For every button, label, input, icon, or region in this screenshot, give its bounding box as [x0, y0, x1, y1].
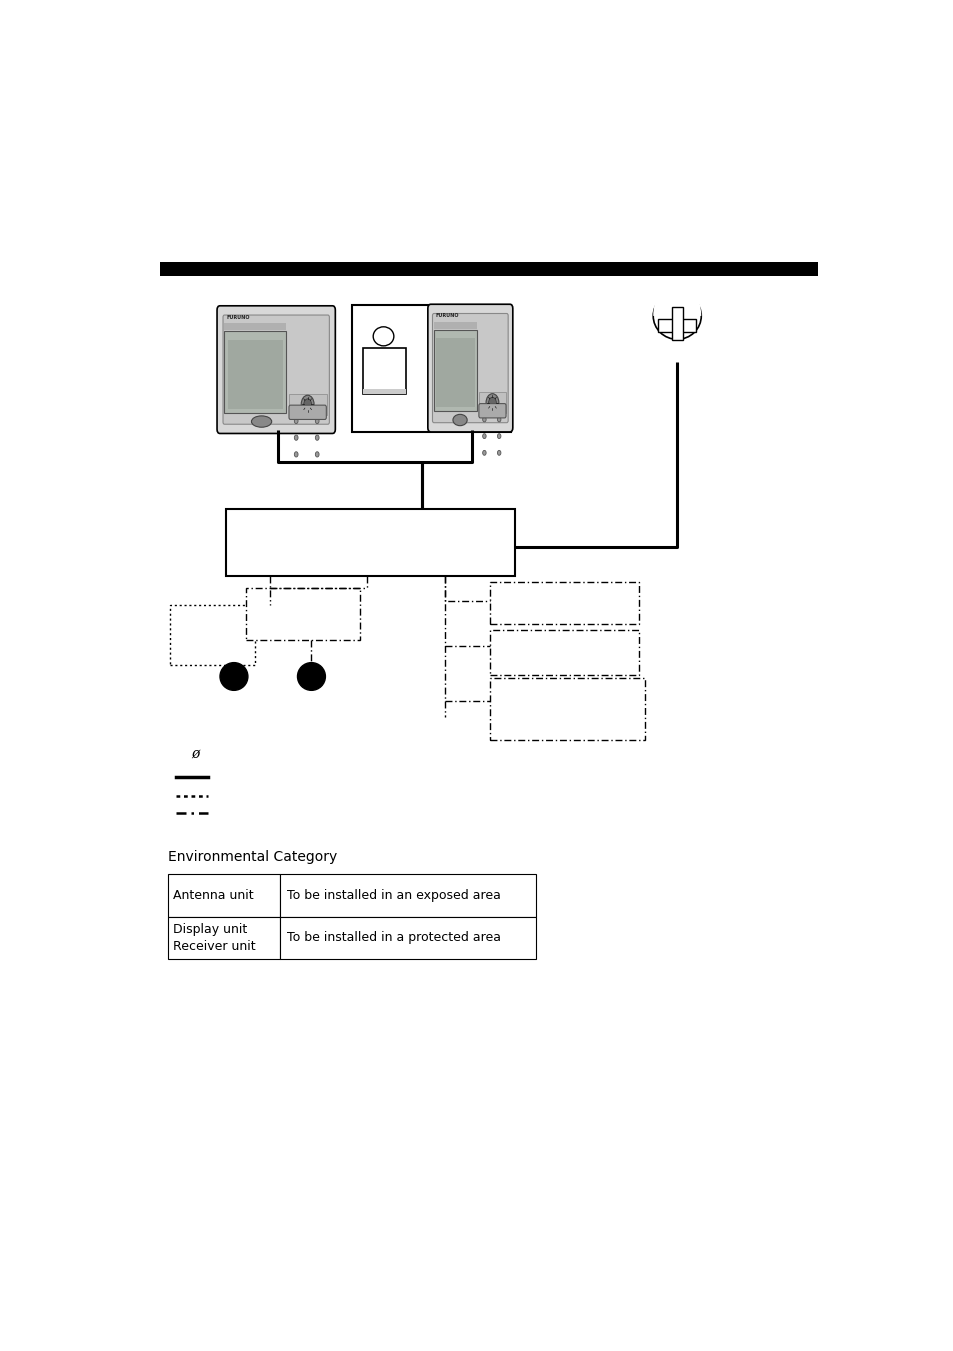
- Bar: [671, 307, 681, 340]
- Text: To be installed in a protected area: To be installed in a protected area: [286, 931, 500, 944]
- Text: ø: ø: [192, 747, 199, 761]
- Ellipse shape: [373, 327, 394, 346]
- FancyBboxPatch shape: [223, 315, 329, 424]
- Bar: [280, 917, 536, 959]
- Text: Display unit
Receiver unit: Display unit Receiver unit: [172, 923, 255, 952]
- Circle shape: [482, 450, 486, 455]
- Bar: [224, 331, 286, 412]
- Ellipse shape: [252, 416, 272, 427]
- Bar: [160, 262, 817, 276]
- Ellipse shape: [653, 293, 700, 339]
- Bar: [434, 322, 476, 328]
- Bar: [288, 393, 327, 415]
- Circle shape: [482, 417, 486, 422]
- Circle shape: [294, 419, 297, 424]
- Bar: [434, 330, 476, 411]
- Text: Antenna unit: Antenna unit: [172, 889, 253, 902]
- Ellipse shape: [453, 415, 467, 426]
- FancyBboxPatch shape: [478, 404, 505, 417]
- Bar: [658, 319, 696, 331]
- Text: FURUNO: FURUNO: [436, 313, 458, 317]
- Bar: [168, 917, 280, 959]
- Bar: [168, 874, 280, 917]
- FancyBboxPatch shape: [289, 405, 326, 419]
- Ellipse shape: [220, 662, 248, 690]
- Circle shape: [482, 434, 486, 439]
- Circle shape: [294, 451, 297, 457]
- Bar: [226, 508, 514, 577]
- FancyBboxPatch shape: [217, 305, 335, 434]
- Circle shape: [303, 399, 312, 409]
- Circle shape: [301, 396, 314, 413]
- Circle shape: [497, 434, 500, 439]
- Circle shape: [315, 419, 318, 424]
- Circle shape: [497, 450, 500, 455]
- Bar: [436, 338, 475, 407]
- FancyBboxPatch shape: [427, 304, 513, 432]
- Bar: [280, 874, 536, 917]
- Bar: [489, 678, 644, 739]
- Ellipse shape: [297, 662, 325, 690]
- Text: FURUNO: FURUNO: [227, 315, 250, 320]
- Circle shape: [485, 393, 498, 412]
- Bar: [489, 582, 639, 624]
- Text: To be installed in an exposed area: To be installed in an exposed area: [286, 889, 500, 902]
- Bar: [228, 339, 283, 408]
- Circle shape: [315, 435, 318, 440]
- Bar: [362, 389, 405, 393]
- Bar: [352, 304, 510, 431]
- Bar: [478, 392, 505, 413]
- Bar: [245, 588, 360, 640]
- Bar: [224, 323, 286, 330]
- Wedge shape: [653, 282, 700, 316]
- Circle shape: [488, 397, 496, 408]
- Bar: [362, 347, 405, 393]
- Circle shape: [294, 435, 297, 440]
- Bar: [489, 631, 639, 676]
- Text: Environmental Category: Environmental Category: [168, 850, 337, 865]
- Bar: [170, 605, 254, 665]
- Circle shape: [497, 417, 500, 422]
- FancyBboxPatch shape: [432, 313, 508, 423]
- Circle shape: [315, 451, 318, 457]
